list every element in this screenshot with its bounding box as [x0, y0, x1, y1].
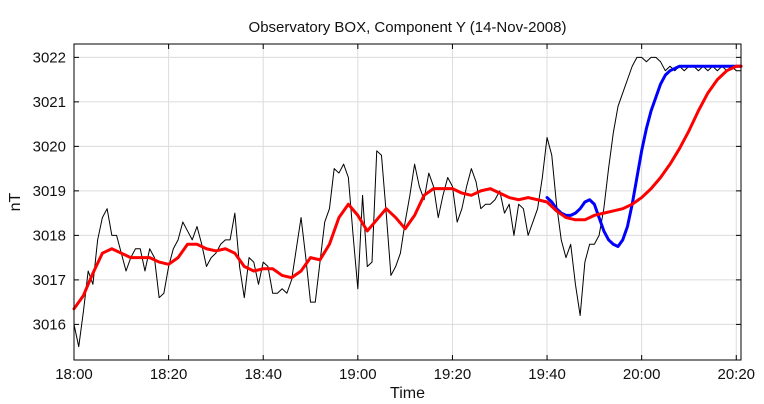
y-tick-label: 3019 — [33, 183, 66, 200]
ticks: 18:00 18:20 18:40 19:00 19:20 19:40 20:00 20:20… — [33, 44, 755, 383]
x-tick-label: 19:40 — [528, 366, 566, 383]
x-tick-label: 19:20 — [434, 366, 472, 383]
chart-title: Observatory BOX, Component Y (14-Nov-200… — [249, 19, 567, 36]
series-line-1 — [73, 56, 742, 348]
y-axis-title: nT — [7, 192, 24, 211]
x-tick-label: 19:00 — [339, 366, 377, 383]
series-line-2 — [545, 64, 743, 249]
y-tick-label: 3022 — [33, 49, 66, 66]
x-tick-label: 18:40 — [244, 366, 282, 383]
y-tick-label: 3016 — [33, 316, 66, 333]
series-layer — [72, 56, 743, 348]
y-tick-label: 3017 — [33, 272, 66, 289]
x-tick-label: 18:00 — [55, 366, 93, 383]
grid — [73, 44, 741, 360]
series-line-3 — [72, 64, 743, 311]
y-tick-label: 3021 — [33, 94, 66, 111]
y-tick-label: 3020 — [33, 138, 66, 155]
y-tick-label: 3018 — [33, 227, 66, 244]
plot-frame — [73, 43, 742, 361]
x-tick-label: 18:20 — [150, 366, 188, 383]
x-axis-title: Time — [390, 385, 425, 402]
x-tick-label: 20:20 — [717, 366, 755, 383]
x-tick-label: 20:00 — [623, 366, 661, 383]
